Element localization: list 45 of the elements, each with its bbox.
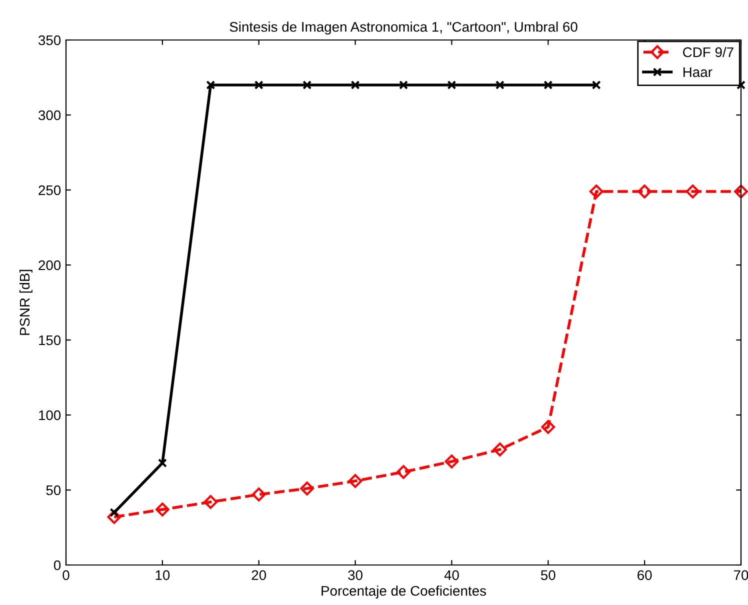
point — [348, 474, 362, 488]
y-tick-label: 250 — [38, 185, 61, 196]
y-tick-label: 50 — [46, 485, 61, 496]
x-tick-label: 10 — [156, 570, 170, 580]
point — [495, 80, 504, 90]
point — [350, 80, 360, 90]
point — [544, 80, 553, 90]
x-tick-label: 20 — [252, 570, 266, 580]
y-tick-label: 100 — [39, 410, 61, 420]
point — [734, 184, 748, 198]
x-tick-label: 30 — [348, 570, 362, 580]
point — [398, 80, 408, 90]
point — [444, 454, 459, 468]
x-tick-label: 70 — [734, 570, 748, 580]
x-tick-label: 40 — [444, 570, 459, 580]
point — [592, 80, 601, 90]
x-axis-title: Porcentaje de Coeficientes — [322, 586, 486, 599]
point — [302, 80, 312, 90]
point — [254, 80, 264, 90]
x-tick-label: 60 — [638, 570, 652, 580]
x-tick-label: 0 — [62, 570, 70, 580]
point — [638, 184, 652, 198]
point — [300, 482, 314, 496]
y-tick-label: 0 — [54, 560, 61, 570]
y-axis-title: PSNR [dB] — [19, 270, 32, 335]
point — [204, 495, 218, 509]
chart-title: Sintesis de Imagen Astronomica 1, "Cartoon", Umbral 60 — [230, 22, 578, 35]
point — [206, 80, 216, 90]
point — [252, 488, 266, 502]
point — [686, 184, 700, 198]
y-tick-label: 350 — [38, 35, 61, 46]
y-tick-label: 150 — [39, 335, 61, 346]
point — [447, 80, 456, 90]
point — [107, 510, 122, 524]
point — [155, 502, 170, 516]
y-tick-label: 300 — [38, 110, 61, 120]
point — [396, 465, 410, 479]
x-tick-label: 50 — [540, 570, 556, 580]
point — [541, 420, 556, 434]
point — [158, 458, 167, 468]
point — [492, 442, 507, 456]
y-tick-label: 200 — [38, 260, 61, 270]
point — [589, 184, 604, 198]
legend-label: Haar — [683, 67, 712, 78]
legend-label: CDF 9/7 — [683, 46, 734, 58]
